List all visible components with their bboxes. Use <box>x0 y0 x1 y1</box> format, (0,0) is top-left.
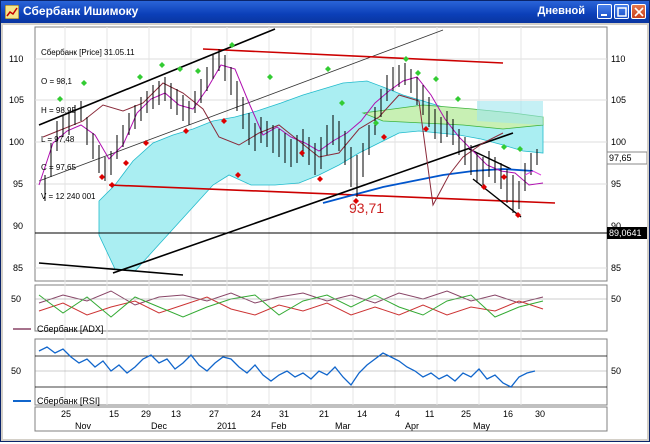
price-tick-85: 85 <box>611 263 621 273</box>
info-close: C = 97,65 <box>41 163 76 173</box>
close-button[interactable] <box>631 4 646 19</box>
level-tag <box>607 227 647 239</box>
price-tick-90: 90 <box>611 221 621 231</box>
month-label: May <box>473 421 491 431</box>
day-label: 4 <box>395 409 400 419</box>
month-label: Apr <box>405 421 419 431</box>
price-tick-105: 105 <box>611 95 626 105</box>
price-tick-left-110: 110 <box>9 54 23 64</box>
resistance-line-red <box>202 48 504 64</box>
window-title: Сбербанк Ишимоку <box>23 4 139 18</box>
maximize-button[interactable] <box>614 4 629 19</box>
month-label: 2011 <box>217 421 236 431</box>
wedge-top-black <box>468 148 512 170</box>
day-label: 13 <box>171 409 181 419</box>
future-cloud <box>477 101 543 125</box>
adx-tick-right: 50 <box>611 294 621 304</box>
down-fractal-markers <box>99 118 521 218</box>
day-label: 11 <box>425 409 434 419</box>
time-axis-frame <box>34 406 608 432</box>
adx-legend-label: Сбербанк [ADX] <box>37 324 103 334</box>
maximize-icon <box>617 7 627 17</box>
day-label: 14 <box>357 409 367 419</box>
lower-trend-black <box>38 262 184 276</box>
title-bar[interactable]: Сбербанк Ишимоку Дневной <box>1 1 649 23</box>
adx-tick-left: 50 <box>11 294 21 304</box>
adx-line <box>38 290 544 306</box>
day-label: 15 <box>109 409 119 419</box>
day-label: 25 <box>61 409 71 419</box>
channel-top-black <box>38 28 276 126</box>
price-tick-110: 110 <box>611 54 625 64</box>
rsi-line <box>38 346 536 388</box>
adx-panel-frame <box>34 284 608 332</box>
chart-canvas[interactable]: 93,71 110 105 100 95 90 85 110 105 100 9… <box>3 25 648 439</box>
price-tick-left-100: 100 <box>9 137 24 147</box>
info-header: Сбербанк [Price] 31.05.11 <box>41 48 135 58</box>
info-open: O = 98,1 <box>41 76 72 86</box>
last-price-value: 97,65 <box>609 153 632 163</box>
chart-area[interactable]: 93,71 110 105 100 95 90 85 110 105 100 9… <box>3 25 648 439</box>
rsi-tick-left: 50 <box>11 366 21 376</box>
day-label: 30 <box>535 409 545 419</box>
rsi-tick-right: 50 <box>611 366 621 376</box>
day-label: 29 <box>141 409 151 419</box>
channel-line-thin <box>38 29 444 182</box>
info-high: H = 98,95 <box>41 105 76 115</box>
rsi-legend-label: Сбербанк [RSI] <box>37 396 100 406</box>
minimize-button[interactable] <box>597 4 612 19</box>
month-label: Mar <box>335 421 351 431</box>
day-label: 24 <box>251 409 261 419</box>
up-fractal-markers <box>57 42 523 152</box>
ohlcv-info-box: Сбербанк [Price] 31.05.11 O = 98,1 H = 9… <box>41 29 135 221</box>
support-line-red <box>108 184 556 204</box>
month-label: Dec <box>151 421 168 431</box>
price-tick-100: 100 <box>611 137 626 147</box>
day-label: 25 <box>461 409 471 419</box>
month-label: Nov <box>75 421 92 431</box>
price-bars <box>44 49 538 213</box>
level-tag-value: 89,0641 <box>609 228 642 238</box>
di-plus-line <box>38 294 544 318</box>
day-label: 16 <box>503 409 513 419</box>
close-icon <box>634 7 644 17</box>
chart-app-icon <box>5 5 19 19</box>
info-low: L = 97,48 <box>41 134 75 144</box>
month-label: Feb <box>271 421 287 431</box>
price-tick-left-105: 105 <box>9 95 24 105</box>
price-annotation: 93,71 <box>349 200 384 216</box>
price-tick-left-95: 95 <box>13 179 23 189</box>
price-tick-95: 95 <box>611 179 621 189</box>
price-tick-left-90: 90 <box>13 221 23 231</box>
projection-line <box>524 170 542 176</box>
chikou-line <box>42 82 504 207</box>
day-label: 31 <box>279 409 289 419</box>
day-label: 21 <box>319 409 329 419</box>
ichimoku-cloud <box>98 80 544 272</box>
period-label[interactable]: Дневной <box>537 5 586 17</box>
minimize-icon <box>601 14 607 16</box>
day-label: 27 <box>209 409 219 419</box>
price-tick-left-85: 85 <box>13 263 23 273</box>
channel-bottom-black <box>112 132 514 274</box>
info-volume: V = 12 240 001 <box>41 192 96 202</box>
